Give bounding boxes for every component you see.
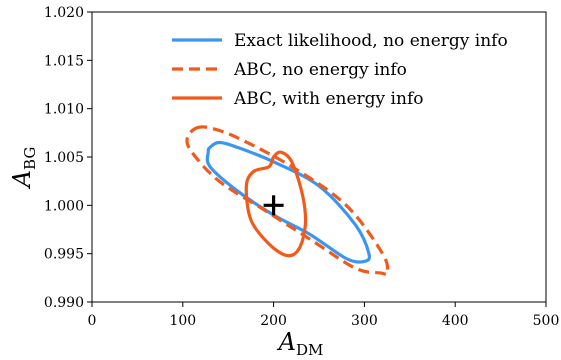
x-tick-label: 0 [88, 313, 97, 329]
x-tick-label: 100 [169, 313, 196, 329]
plot-frame [91, 11, 547, 303]
legend-label-2: ABC, no energy info [233, 60, 407, 80]
y-tick-label: 1.005 [44, 150, 84, 166]
x-tick-label: 200 [260, 313, 287, 329]
legend-label-3: ABC, with energy info [233, 89, 423, 109]
y-tick-label: 1.015 [44, 53, 84, 69]
x-tick-label: 400 [442, 313, 469, 329]
plot-area [185, 125, 390, 277]
y-tick-label: 1.000 [44, 198, 84, 214]
contour-series-3 [244, 150, 308, 258]
y-tick-label: 0.990 [44, 295, 84, 311]
x-tick-label: 300 [351, 313, 378, 329]
axes: 0 100 200 300 400 500 0.990 0.995 1.000 1.005 1.01… [8, 5, 559, 359]
y-axis-label: ABG [8, 147, 39, 190]
contour-series-1 [205, 140, 371, 264]
legend: Exact likelihood, no energy info ABC, no … [172, 31, 508, 109]
legend-label-1: Exact likelihood, no energy info [234, 31, 508, 51]
y-tick-label: 0.995 [44, 247, 84, 263]
y-tick-label: 1.010 [44, 102, 84, 118]
y-tick-label: 1.020 [44, 5, 84, 21]
x-axis-label: ADM [277, 328, 324, 359]
x-tick-label: 500 [533, 313, 560, 329]
contour-series-2 [185, 125, 390, 277]
